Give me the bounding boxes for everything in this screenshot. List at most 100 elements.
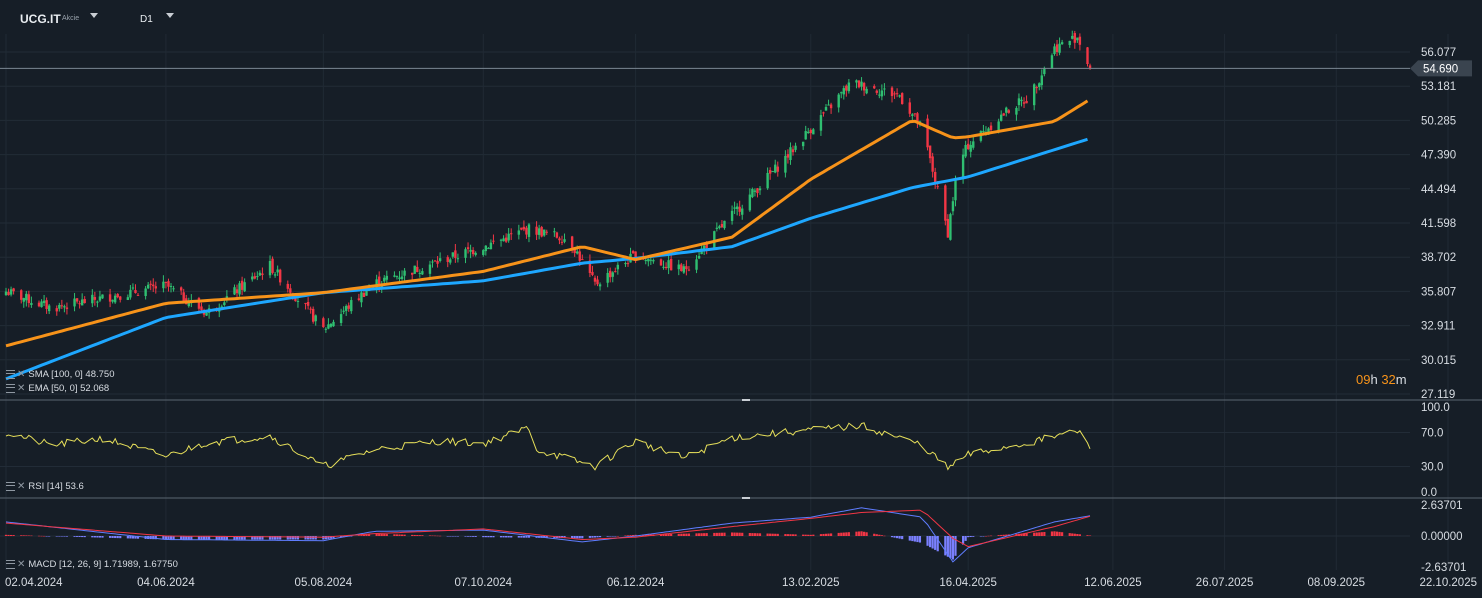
macd-histogram-bar	[108, 536, 112, 538]
settings-icon[interactable]	[6, 481, 15, 491]
sma-line	[5, 137, 1088, 381]
ema-line	[5, 99, 1089, 348]
macd-histogram-bar	[700, 533, 703, 536]
macd-histogram-bar	[499, 536, 503, 538]
candle-body	[438, 258, 442, 262]
candle-body	[454, 250, 457, 258]
candle-body	[776, 166, 779, 172]
candle-body	[578, 251, 581, 261]
macd-histogram-bar	[505, 536, 508, 538]
candle-body	[570, 236, 574, 248]
candle-body	[510, 233, 513, 235]
macd-histogram-bar	[916, 536, 919, 543]
candle-body	[786, 154, 790, 158]
close-icon[interactable]: ✕	[17, 481, 26, 492]
candle-body	[662, 266, 665, 268]
candle-body	[25, 293, 28, 301]
macd-histogram-bar	[169, 536, 173, 540]
panel-resize-handle	[742, 399, 750, 401]
countdown-h: h	[1370, 372, 1378, 387]
macd-histogram-bar	[644, 534, 647, 536]
candle-body	[73, 298, 76, 307]
macd-histogram-bar	[695, 533, 698, 536]
macd-histogram-bar	[748, 533, 751, 536]
candle-body	[890, 87, 894, 97]
candle-body	[880, 90, 884, 97]
macd-histogram-bar	[517, 536, 520, 538]
candle-body	[969, 144, 972, 152]
macd-histogram-bar	[200, 536, 203, 540]
close-icon[interactable]: ✕	[17, 383, 26, 394]
candle-body	[398, 277, 401, 280]
candle-body	[1060, 42, 1064, 45]
macd-histogram-bar	[667, 534, 670, 536]
macd-histogram-bar	[251, 536, 254, 540]
macd-histogram-bar	[474, 536, 477, 537]
macd-histogram-bar	[1076, 534, 1079, 536]
candle-body	[563, 239, 566, 242]
candle-body	[900, 93, 904, 104]
macd-histogram-bar	[626, 535, 630, 536]
candle-body	[154, 286, 157, 289]
candle-body	[1015, 107, 1018, 115]
candle-body	[616, 264, 620, 270]
macd-histogram-bar	[291, 536, 294, 540]
candle-body	[78, 303, 81, 305]
settings-icon[interactable]	[6, 559, 15, 569]
candle-body	[695, 259, 698, 270]
candle-body	[631, 251, 635, 254]
macd-histogram-bar	[723, 532, 726, 536]
candle-body	[466, 247, 470, 250]
candle-body	[1022, 102, 1026, 104]
macd-histogram-bar	[730, 532, 734, 536]
candle-body	[4, 291, 8, 296]
macd-histogram-bar	[631, 534, 635, 536]
candle-body	[83, 298, 86, 304]
ema-legend[interactable]: ✕ EMA [50, 0] 52.068	[6, 383, 109, 394]
macd-histogram-bar	[680, 533, 683, 536]
candle-body	[525, 227, 528, 235]
macd-histogram-bar	[449, 536, 452, 537]
candle-body	[200, 306, 203, 311]
macd-histogram-bar	[756, 533, 759, 536]
candle-body	[233, 287, 236, 295]
macd-histogram-bar	[446, 536, 449, 537]
close-icon[interactable]: ✕	[17, 559, 26, 570]
macd-histogram-bar	[238, 536, 241, 540]
candle-body	[997, 121, 1000, 132]
macd-histogram-bar	[215, 536, 218, 540]
macd-histogram-bar	[857, 531, 861, 536]
macd-histogram-bar	[12, 535, 15, 536]
macd-histogram-bar	[822, 533, 825, 536]
candle-body	[134, 289, 137, 294]
symbol-dropdown-icon[interactable]	[90, 13, 98, 18]
macd-histogram-bar	[380, 533, 383, 536]
rsi-legend[interactable]: ✕ RSI [14] 53.6	[6, 481, 84, 492]
candle-body	[144, 288, 147, 297]
settings-icon[interactable]	[6, 369, 15, 379]
panel-resize-handle	[742, 497, 750, 499]
macd-histogram-bar	[824, 533, 828, 536]
rsi-axis-label: 0.0	[1421, 487, 1437, 499]
candle-body	[98, 296, 102, 301]
close-icon[interactable]: ✕	[17, 369, 26, 380]
macd-histogram-bar	[1020, 533, 1023, 536]
macd-histogram-bar	[936, 536, 939, 552]
macd-histogram-bar	[60, 536, 63, 537]
macd-histogram-bar	[1043, 531, 1046, 536]
timeframe-dropdown-icon[interactable]	[166, 13, 174, 18]
rsi-axis-label: 70.0	[1421, 428, 1443, 440]
settings-icon[interactable]	[6, 383, 15, 393]
macd-legend[interactable]: ✕ MACD [12, 26, 9] 1.71989, 1.67750	[6, 559, 178, 570]
symbol-title[interactable]: UCG.IT	[20, 12, 61, 26]
macd-histogram-bar	[197, 536, 201, 540]
sma-legend[interactable]: ✕ SMA [100, 0] 48.750	[6, 369, 114, 380]
candle-body	[152, 284, 155, 287]
time-axis-label: 22.10.2025	[1419, 577, 1477, 589]
macd-histogram-bar	[223, 536, 226, 540]
macd-histogram-bar	[207, 536, 211, 540]
timeframe-selector[interactable]: D1	[140, 14, 153, 25]
candle-body	[80, 299, 84, 306]
macd-histogram-bar	[431, 535, 434, 537]
